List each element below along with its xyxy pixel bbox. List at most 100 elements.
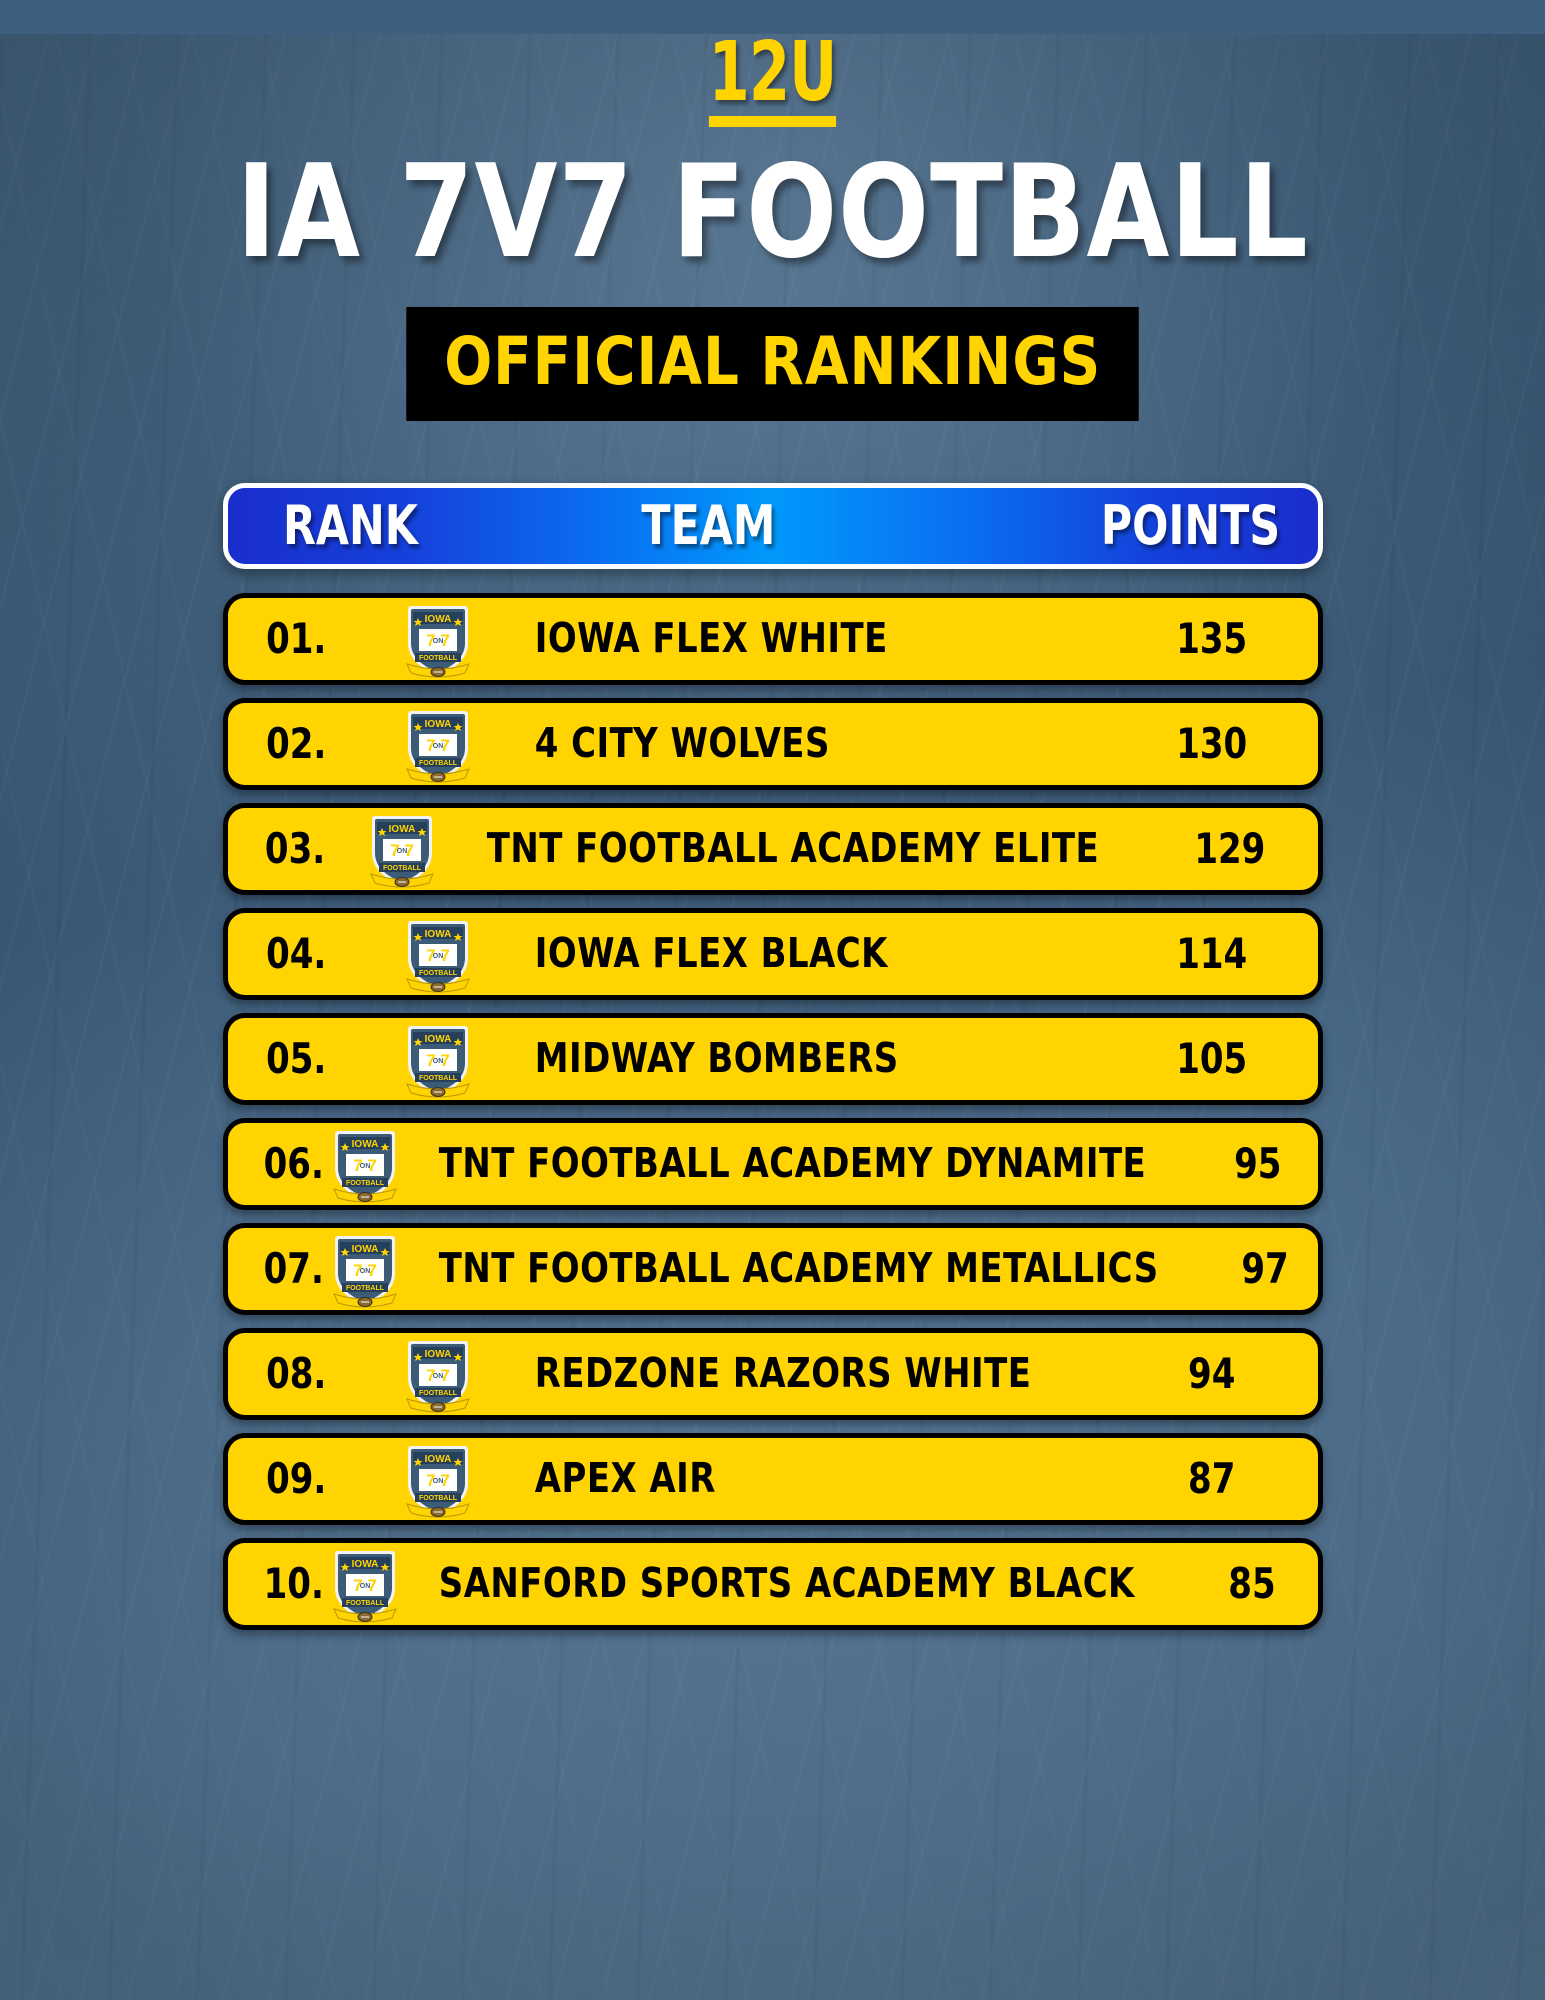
svg-text:FOOTBALL: FOOTBALL [346, 1600, 385, 1607]
points-cell: 135 [1175, 613, 1247, 663]
table-row-1[interactable]: 01. IOWA 7 7 ON FOOTBALL IOWA FLEX WHITE [222, 592, 1323, 685]
team-name-cell: SANFORD SPORTS ACADEMY BLACK [439, 1559, 1136, 1608]
svg-text:IOWA: IOWA [424, 1454, 451, 1465]
iowa-7on7-shield-icon: IOWA 7 7 ON FOOTBALL [369, 815, 434, 888]
svg-text:ON: ON [397, 848, 408, 855]
team-logo: IOWA 7 7 ON FOOTBALL [378, 1018, 498, 1100]
table-row-3[interactable]: 03. IOWA 7 7 ON FOOTBALL TNT FOOTBALL AC… [222, 802, 1323, 895]
svg-text:FOOTBALL: FOOTBALL [418, 970, 457, 977]
points-cell: 97 [1241, 1243, 1289, 1293]
svg-text:IOWA: IOWA [352, 1559, 379, 1570]
team-logo: IOWA 7 7 ON FOOTBALL [378, 913, 498, 995]
table-row-2[interactable]: 02. IOWA 7 7 ON FOOTBALL 4 CITY WOLVES [222, 697, 1323, 790]
points-cell: 105 [1175, 1033, 1247, 1083]
official-rankings-banner: OFFICIAL RANKINGS [406, 306, 1139, 421]
svg-text:ON: ON [432, 953, 443, 960]
table-row-7[interactable]: 07. IOWA 7 7 ON FOOTBALL TNT FOOTBALL AC… [222, 1222, 1323, 1315]
svg-text:FOOTBALL: FOOTBALL [418, 1390, 457, 1397]
points-cell: 129 [1194, 823, 1266, 873]
points-cell: 114 [1175, 928, 1247, 978]
iowa-7on7-shield-icon: IOWA 7 7 ON FOOTBALL [333, 1130, 398, 1203]
svg-text:ON: ON [432, 1058, 443, 1065]
svg-text:ON: ON [432, 1373, 443, 1380]
team-logo: IOWA 7 7 ON FOOTBALL [378, 1333, 498, 1415]
team-logo: IOWA 7 7 ON FOOTBALL [328, 1228, 402, 1310]
team-name-cell: MIDWAY BOMBERS [534, 1034, 899, 1083]
svg-text:ON: ON [432, 743, 443, 750]
iowa-7on7-shield-icon: IOWA 7 7 ON FOOTBALL [405, 710, 470, 783]
table-header-row: RANK TEAM POINTS [222, 482, 1323, 569]
table-row-10[interactable]: 10. IOWA 7 7 ON FOOTBALL SANFORD SPORTS … [222, 1537, 1323, 1630]
svg-text:FOOTBALL: FOOTBALL [418, 655, 457, 662]
svg-text:IOWA: IOWA [424, 719, 451, 730]
svg-text:FOOTBALL: FOOTBALL [346, 1180, 385, 1187]
svg-text:FOOTBALL: FOOTBALL [418, 1495, 457, 1502]
rank-cell: 10. [263, 1558, 324, 1608]
iowa-7on7-shield-icon: IOWA 7 7 ON FOOTBALL [333, 1550, 398, 1623]
svg-text:FOOTBALL: FOOTBALL [346, 1285, 385, 1292]
svg-text:IOWA: IOWA [424, 1349, 451, 1360]
rank-cell: 06. [263, 1138, 324, 1188]
table-row-6[interactable]: 06. IOWA 7 7 ON FOOTBALL TNT FOOTBALL AC… [222, 1117, 1323, 1210]
team-logo: IOWA 7 7 ON FOOTBALL [378, 703, 498, 785]
points-cell: 85 [1228, 1558, 1276, 1608]
points-cell: 130 [1175, 718, 1247, 768]
svg-text:7 7: 7 7 [426, 1051, 450, 1070]
svg-text:7 7: 7 7 [354, 1261, 378, 1280]
rank-cell: 07. [263, 1243, 324, 1293]
column-header-points: POINTS [1100, 493, 1280, 557]
svg-text:IOWA: IOWA [424, 1034, 451, 1045]
svg-text:IOWA: IOWA [388, 824, 415, 835]
team-name-cell: TNT FOOTBALL ACADEMY METALLICS [439, 1244, 1160, 1293]
svg-text:IOWA: IOWA [424, 929, 451, 940]
table-row-5[interactable]: 05. IOWA 7 7 ON FOOTBALL MIDWAY BOMBERS [222, 1012, 1323, 1105]
table-row-4[interactable]: 04. IOWA 7 7 ON FOOTBALL IOWA FLEX BLACK [222, 907, 1323, 1000]
rank-cell: 03. [264, 823, 325, 873]
rank-cell: 02. [265, 718, 326, 768]
age-group-text: 12U [708, 32, 837, 127]
svg-text:ON: ON [360, 1583, 371, 1590]
team-name-cell: TNT FOOTBALL ACADEMY ELITE [486, 824, 1099, 873]
svg-text:FOOTBALL: FOOTBALL [418, 1075, 457, 1082]
team-name-cell: APEX AIR [534, 1454, 716, 1503]
svg-text:7 7: 7 7 [426, 736, 450, 755]
svg-text:7 7: 7 7 [354, 1156, 378, 1175]
table-body: 01. IOWA 7 7 ON FOOTBALL IOWA FLEX WHITE [222, 592, 1323, 1630]
rank-cell: 09. [265, 1453, 326, 1503]
team-logo: IOWA 7 7 ON FOOTBALL [328, 1123, 402, 1205]
iowa-7on7-shield-icon: IOWA 7 7 ON FOOTBALL [405, 920, 470, 993]
team-logo: IOWA 7 7 ON FOOTBALL [354, 808, 450, 890]
column-header-rank: RANK [282, 493, 418, 557]
team-name-cell: IOWA FLEX WHITE [534, 614, 888, 663]
points-cell: 95 [1234, 1138, 1282, 1188]
team-name-cell: REDZONE RAZORS WHITE [534, 1349, 1031, 1398]
table-row-8[interactable]: 08. IOWA 7 7 ON FOOTBALL REDZONE RAZORS … [222, 1327, 1323, 1420]
svg-text:7 7: 7 7 [426, 1366, 450, 1385]
team-logo: IOWA 7 7 ON FOOTBALL [328, 1543, 402, 1625]
svg-text:7 7: 7 7 [426, 946, 450, 965]
table-row-9[interactable]: 09. IOWA 7 7 ON FOOTBALL APEX AIR 87 [222, 1432, 1323, 1525]
svg-text:7 7: 7 7 [426, 631, 450, 650]
svg-text:7 7: 7 7 [354, 1576, 378, 1595]
page-title: IA 7V7 FOOTBALL [236, 137, 1309, 287]
svg-text:7 7: 7 7 [426, 1471, 450, 1490]
rank-cell: 04. [265, 928, 326, 978]
rankings-table: RANK TEAM POINTS 01. IOWA 7 7 ON FOOTBAL… [222, 482, 1323, 1630]
iowa-7on7-shield-icon: IOWA 7 7 ON FOOTBALL [405, 1340, 470, 1413]
points-cell: 94 [1187, 1348, 1235, 1398]
team-logo: IOWA 7 7 ON FOOTBALL [378, 598, 498, 680]
svg-text:ON: ON [360, 1268, 371, 1275]
team-name-cell: TNT FOOTBALL ACADEMY DYNAMITE [439, 1139, 1147, 1188]
rank-cell: 01. [265, 613, 326, 663]
rankings-poster: 12U IA 7V7 FOOTBALL OFFICIAL RANKINGS RA… [0, 32, 1545, 2000]
svg-text:FOOTBALL: FOOTBALL [418, 760, 457, 767]
team-logo: IOWA 7 7 ON FOOTBALL [378, 1438, 498, 1520]
ribbon-container: OFFICIAL RANKINGS [0, 306, 1545, 421]
svg-text:7 7: 7 7 [390, 841, 414, 860]
points-cell: 87 [1187, 1453, 1235, 1503]
rank-cell: 05. [265, 1033, 326, 1083]
svg-text:ON: ON [432, 1478, 443, 1485]
team-name-cell: IOWA FLEX BLACK [534, 929, 888, 978]
svg-text:IOWA: IOWA [424, 614, 451, 625]
svg-text:FOOTBALL: FOOTBALL [383, 865, 422, 872]
